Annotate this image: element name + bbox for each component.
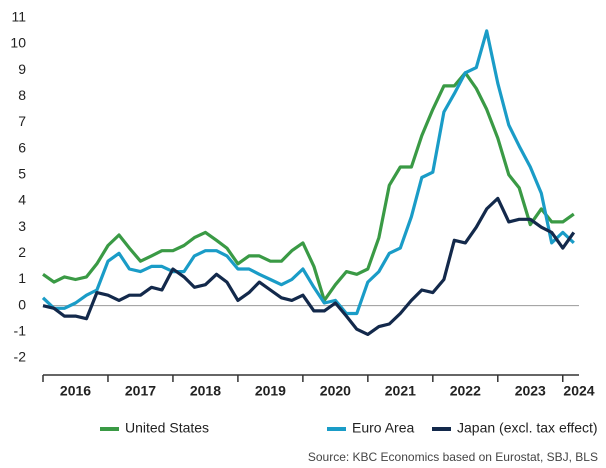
line-series xyxy=(41,29,575,316)
y-tick-label: 6 xyxy=(18,139,26,155)
source: Source: KBC Economics based on Eurostat,… xyxy=(308,450,598,464)
y-tick-label: 5 xyxy=(18,166,26,182)
line-series xyxy=(42,71,575,302)
y-tick-label: 11 xyxy=(11,9,26,25)
line-series xyxy=(42,196,576,336)
y-tick-label: -1 xyxy=(14,323,27,339)
x-tick-label: 2019 xyxy=(255,383,286,399)
x-tick-label: 2016 xyxy=(60,383,91,399)
y-tick-label: 2 xyxy=(18,244,26,260)
y-tick-label: 8 xyxy=(18,87,26,103)
y-tick-label: 0 xyxy=(18,296,26,312)
legend-label: United States xyxy=(125,420,209,436)
x-tick-label: 2024 xyxy=(563,383,594,399)
x-tick-label: 2022 xyxy=(450,383,481,399)
y-tick-label: 7 xyxy=(18,113,26,129)
y-tick-label: -2 xyxy=(14,349,27,365)
y-tick-label: 9 xyxy=(18,61,26,77)
y-tick-label: 1 xyxy=(18,270,26,286)
x-tick-label: 2020 xyxy=(320,383,351,399)
legend-label: Euro Area xyxy=(352,420,414,436)
x-tick-label: 2021 xyxy=(385,383,416,399)
x-tick-label: 2023 xyxy=(515,383,546,399)
y-tick-label: 4 xyxy=(18,192,26,208)
y-tick-label: 10 xyxy=(10,35,26,51)
y-tick-label: 3 xyxy=(18,218,26,234)
legend-label: Japan (excl. tax effect) xyxy=(457,420,598,436)
x-tick-label: 2018 xyxy=(190,383,221,399)
x-tick-label: 2017 xyxy=(125,383,156,399)
